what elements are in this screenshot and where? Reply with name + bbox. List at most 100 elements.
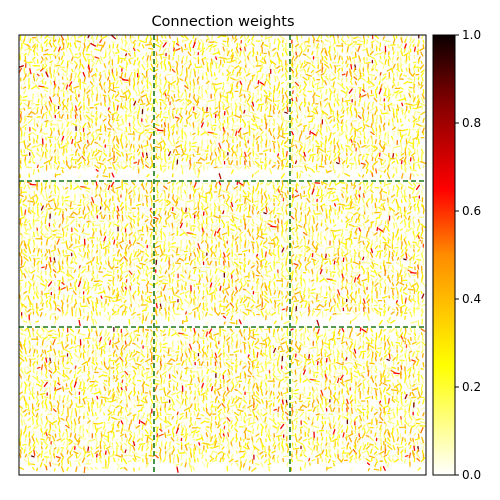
- weight-dash: [136, 214, 140, 221]
- weight-dash: [365, 144, 371, 149]
- weight-dash: [218, 269, 221, 273]
- weight-dash: [73, 203, 78, 206]
- weight-dash: [315, 94, 321, 98]
- weight-dash: [170, 90, 175, 93]
- weight-dash: [227, 132, 229, 137]
- weight-dash: [321, 41, 324, 48]
- weight-dash: [171, 203, 175, 207]
- weight-dash: [48, 297, 52, 304]
- weight-dash: [354, 47, 358, 52]
- weight-dash: [22, 76, 26, 81]
- weight-dash: [168, 185, 171, 192]
- weight-dash: [132, 97, 135, 102]
- weight-dash: [141, 44, 145, 49]
- weight-dash: [60, 140, 64, 146]
- weight-dash: [32, 43, 36, 48]
- weight-dash: [255, 131, 259, 137]
- weight-dash: [90, 131, 95, 137]
- weight-dash: [318, 98, 324, 103]
- weight-dash: [78, 319, 81, 327]
- weight-dash: [236, 299, 239, 305]
- weight-dash: [154, 309, 158, 317]
- weight-dash: [111, 93, 115, 100]
- weight-dash: [264, 157, 267, 161]
- weight-dash: [338, 156, 341, 163]
- weight-dash: [169, 299, 172, 304]
- weight-dash: [383, 190, 388, 194]
- weight-dash: [98, 155, 101, 161]
- weight-dash: [98, 74, 102, 82]
- weight-dash: [116, 121, 120, 128]
- weight-dash: [136, 252, 142, 257]
- weight-dash: [22, 320, 28, 323]
- weight-dash: [61, 135, 65, 142]
- weight-dash: [251, 285, 254, 291]
- weight-dash: [192, 227, 195, 232]
- weight-dash: [268, 194, 271, 200]
- weight-dash: [90, 123, 94, 129]
- weight-dash: [28, 156, 32, 163]
- weight-dash: [416, 211, 421, 215]
- weight-dash: [350, 163, 353, 171]
- weight-dash: [263, 303, 267, 309]
- weight-dash: [98, 265, 102, 271]
- weight-dash: [405, 228, 408, 233]
- weight-dash: [265, 182, 268, 186]
- weight-dash: [146, 80, 149, 85]
- weight-dash: [28, 281, 32, 287]
- weight-dash: [170, 96, 175, 103]
- weight-dash: [315, 105, 318, 109]
- weight-dash: [65, 232, 68, 238]
- weight-dash: [215, 82, 223, 86]
- weight-dash: [291, 85, 295, 89]
- weight-dash: [58, 209, 62, 216]
- weight-dash: [247, 230, 252, 237]
- weight-dash: [68, 278, 74, 281]
- weight-dash: [266, 269, 273, 273]
- weight-dash: [324, 227, 329, 231]
- weight-dash: [221, 232, 228, 236]
- weight-dash: [320, 197, 324, 203]
- weight-dash: [184, 214, 189, 219]
- weight-dash: [163, 294, 167, 301]
- weight-dash: [218, 306, 222, 314]
- weight-dash: [263, 55, 267, 59]
- weight-dash: [361, 155, 364, 161]
- weight-dash: [341, 193, 344, 199]
- weight-dash: [81, 266, 86, 269]
- weight-dash: [252, 243, 255, 250]
- weight-dash: [26, 43, 31, 48]
- weight-dash: [72, 207, 79, 212]
- weight-dash: [22, 198, 27, 203]
- weight-dash: [342, 205, 345, 210]
- weight-dash: [115, 75, 119, 81]
- weight-dash: [403, 74, 408, 77]
- weight-dash: [54, 316, 57, 320]
- weight-dash: [324, 194, 328, 198]
- weight-dash: [123, 130, 127, 135]
- weight-dash: [256, 265, 259, 270]
- weight-dash: [301, 185, 308, 189]
- weight-dash: [294, 81, 299, 87]
- weight-dash: [352, 42, 357, 48]
- weight-dash: [268, 252, 273, 257]
- weight-dash: [213, 199, 217, 203]
- weight-dash: [399, 228, 404, 231]
- weight-dash: [164, 192, 167, 200]
- weight-dash: [231, 117, 235, 124]
- weight-dash: [167, 110, 170, 116]
- weight-dash: [111, 265, 115, 270]
- weight-dash: [129, 261, 132, 266]
- weight-dash: [348, 227, 354, 234]
- weight-dash: [256, 104, 261, 111]
- weight-dash: [45, 299, 49, 304]
- weight-dash: [90, 92, 93, 98]
- weight-dash: [111, 172, 115, 178]
- weight-dash: [107, 285, 111, 291]
- weight-dash: [210, 159, 214, 166]
- weight-dash: [411, 103, 418, 107]
- weight-dash: [236, 144, 239, 149]
- weight-dash: [207, 67, 209, 73]
- weight-dash: [234, 50, 239, 57]
- weight-dash: [198, 193, 201, 199]
